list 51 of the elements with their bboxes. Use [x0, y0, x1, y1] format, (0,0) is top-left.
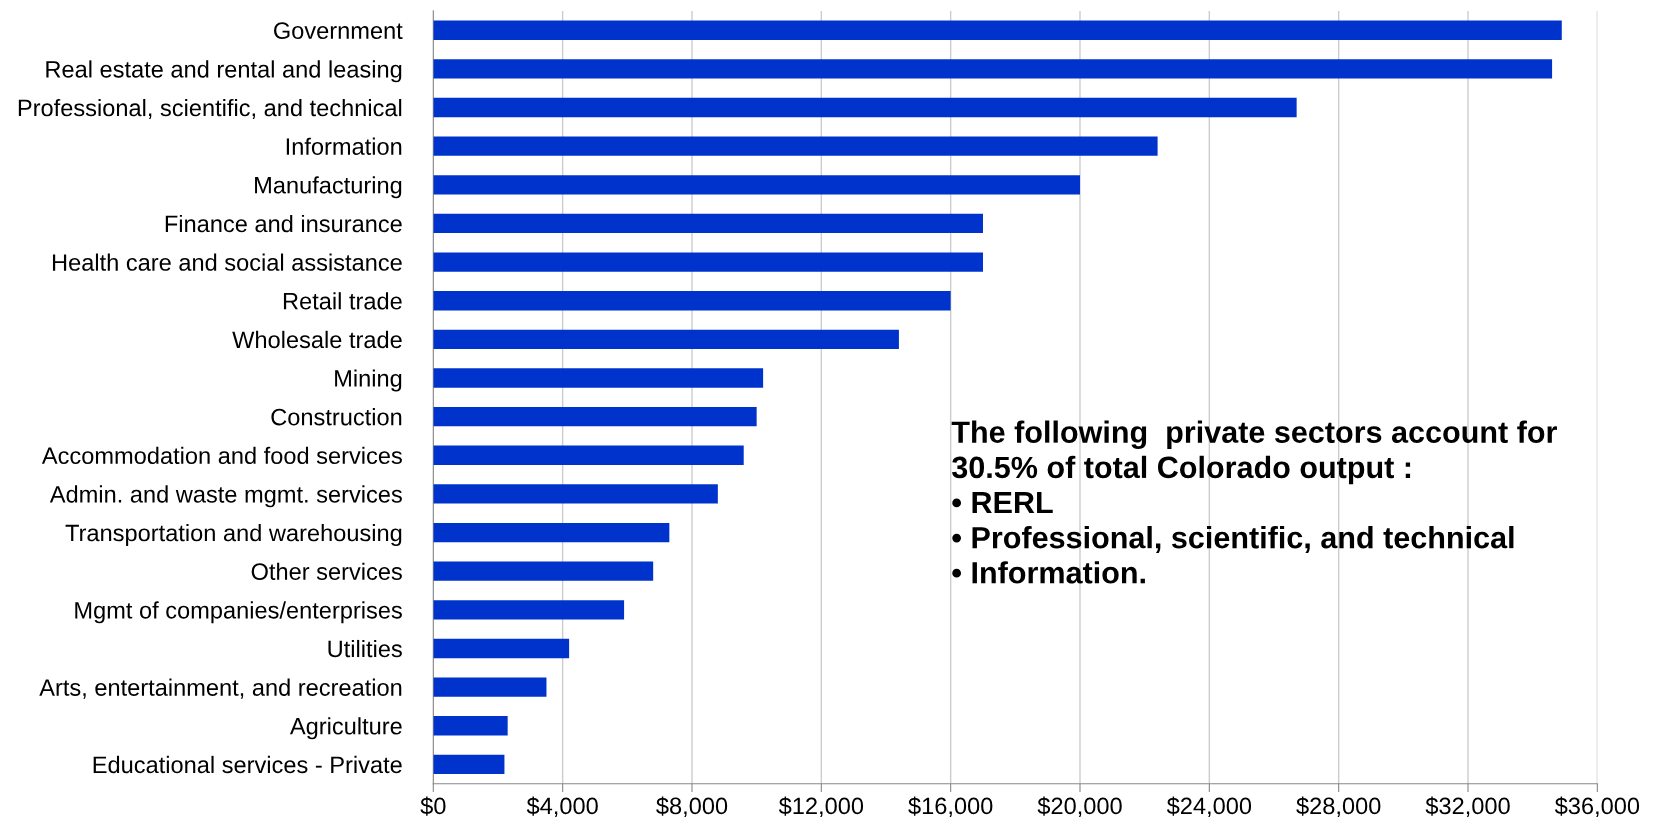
- x-tick-label: $8,000: [656, 796, 728, 818]
- y-tick-label: Transportation and warehousing: [65, 524, 402, 547]
- bar: [433, 20, 1562, 40]
- bar: [433, 252, 983, 272]
- x-tick-label: $32,000: [1425, 796, 1510, 818]
- bar: [433, 329, 899, 350]
- y-tick-label: Real estate and rental and leasing: [46, 60, 402, 83]
- bar: [433, 600, 625, 620]
- bar: [433, 484, 718, 504]
- y-tick-label: Arts, entertainment, and recreation: [39, 678, 402, 699]
- annotation: The following private sectors account for 30.5% of total Colorado output : • RERL • Professional, scientific, and technical • Information.: [951, 420, 1557, 584]
- bar: [433, 561, 654, 581]
- y-tick-label: Retail trade: [283, 292, 402, 310]
- bar: [433, 638, 570, 659]
- bar: [433, 136, 1158, 156]
- y-tick-label: Health care and social assistance: [52, 253, 402, 271]
- y-tick-label: Other services: [251, 562, 402, 580]
- x-tick-label: $12,000: [778, 796, 864, 818]
- bar: [433, 175, 1080, 195]
- y-tick-label: Wholesale trade: [232, 330, 402, 349]
- x-tick-label: $16,000: [908, 796, 993, 818]
- bar: [433, 291, 951, 311]
- y-tick-label: Utilities: [328, 639, 402, 658]
- y-tick-label: Finance and insurance: [165, 214, 402, 233]
- x-tick-label: $24,000: [1166, 796, 1252, 818]
- bar: [433, 59, 1553, 79]
- bar: [433, 406, 757, 427]
- y-tick-label: Mining: [335, 369, 402, 392]
- y-tick-label: Professional, scientific, and technical: [18, 98, 402, 120]
- bar: [433, 754, 505, 775]
- y-tick-label: Accommodation and food services: [41, 446, 402, 465]
- y-tick-label: Construction: [271, 408, 402, 426]
- bar: [433, 522, 670, 543]
- x-tick-label: $28,000: [1296, 796, 1381, 818]
- bar: [433, 677, 547, 697]
- y-tick-label: Government: [274, 22, 403, 40]
- bar: [433, 368, 764, 388]
- x-tick-label: $20,000: [1037, 796, 1122, 818]
- x-tick-label: $0: [420, 796, 446, 816]
- x-tick-label: $36,000: [1554, 796, 1640, 818]
- y-tick-label: Mgmt of companies/enterprises: [75, 601, 402, 624]
- bar: [433, 445, 744, 465]
- bar: [433, 97, 1297, 118]
- y-tick-label: Agriculture: [289, 717, 402, 740]
- y-tick-label: Manufacturing: [255, 176, 402, 199]
- bar: [433, 213, 983, 234]
- y-tick-label: Information: [286, 137, 402, 155]
- x-tick-label: $4,000: [526, 796, 598, 818]
- y-tick-label: Admin. and waste mgmt. services: [49, 485, 402, 508]
- bar: [433, 716, 508, 736]
- y-tick-label: Educational services - Private: [93, 755, 402, 774]
